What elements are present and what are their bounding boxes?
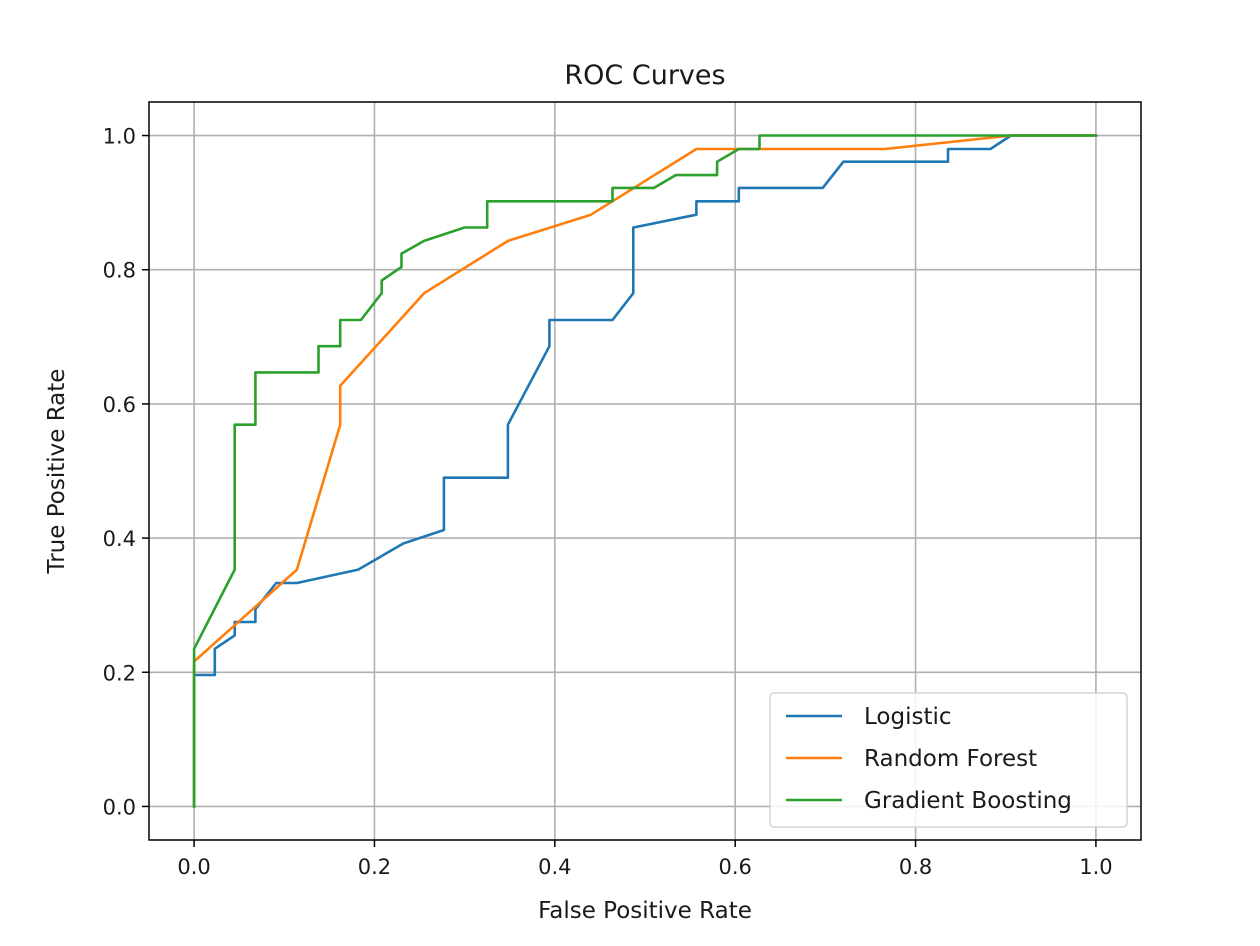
- y-tick-label: 0.6: [103, 393, 136, 417]
- series-line-gradient-boosting: [192, 134, 1098, 808]
- x-axis-label: False Positive Rate: [538, 898, 752, 924]
- legend: Logistic Random Forest Gradient Boosting: [769, 692, 1128, 828]
- x-tick-label: 0.8: [899, 855, 932, 879]
- y-axis-label: True Positive Rate: [44, 369, 70, 575]
- series-lines: [192, 134, 1098, 808]
- legend-label-random-forest: Random Forest: [864, 746, 1037, 772]
- axis-ticks: 0.0 0.2 0.4 0.6 0.8 1.0 0.0 0.2 0.4 0.6 0.8 1.0: [103, 125, 1113, 879]
- legend-label-gradient-boosting: Gradient Boosting: [864, 788, 1072, 814]
- legend-box: [769, 692, 1128, 828]
- y-tick-label: 0.4: [103, 527, 136, 551]
- x-tick-label: 1.0: [1079, 855, 1112, 879]
- x-tick-label: 0.4: [538, 855, 571, 879]
- y-tick-label: 0.2: [103, 661, 136, 685]
- x-tick-label: 0.0: [177, 855, 210, 879]
- x-tick-label: 0.6: [718, 855, 751, 879]
- y-tick-label: 1.0: [103, 125, 136, 149]
- plot-frame: [148, 101, 1142, 841]
- y-tick-label: 0.0: [103, 795, 136, 819]
- legend-label-logistic: Logistic: [864, 704, 952, 730]
- series-line-random-forest: [192, 134, 1098, 808]
- chart-title: ROC Curves: [564, 60, 725, 91]
- y-tick-label: 0.8: [103, 259, 136, 283]
- x-tick-label: 0.2: [358, 855, 391, 879]
